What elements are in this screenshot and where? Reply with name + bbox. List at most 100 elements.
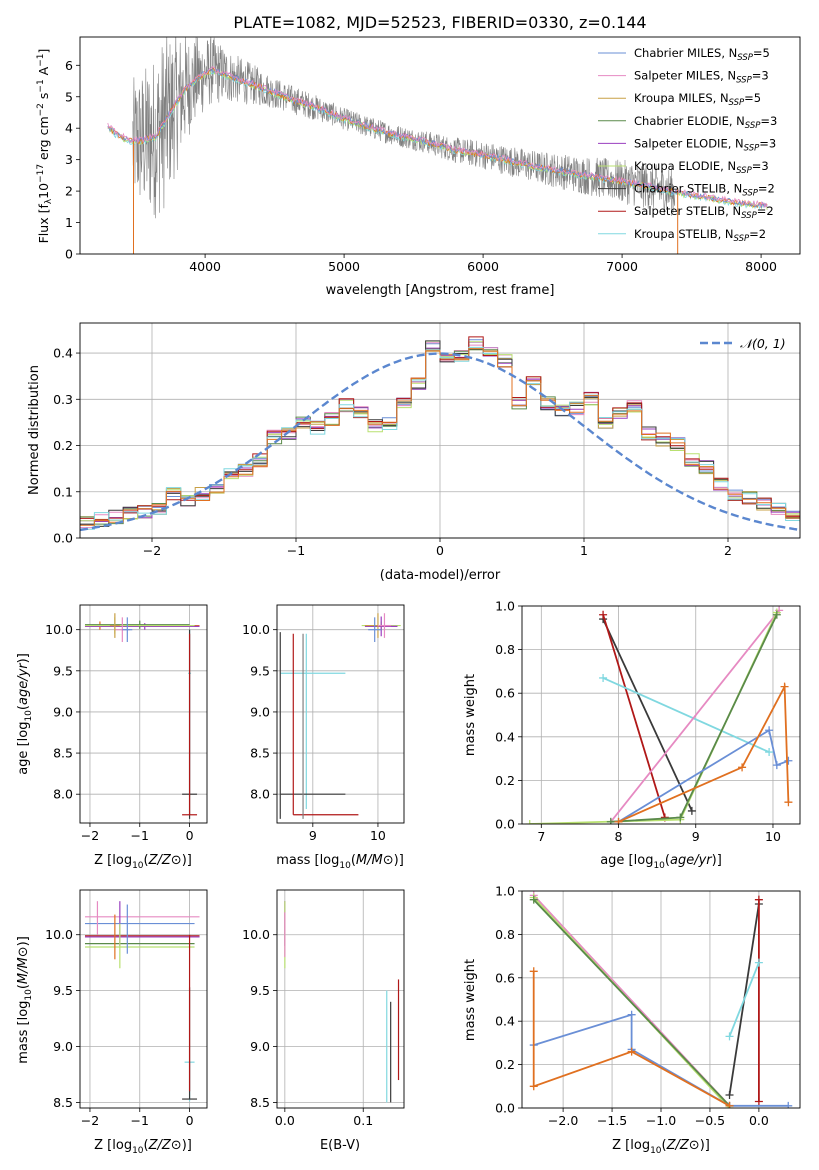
weight-marker bbox=[754, 895, 763, 904]
weight-marker bbox=[765, 726, 774, 735]
normal-curve bbox=[80, 352, 798, 532]
x-tick-label: 0.0 bbox=[275, 1113, 295, 1128]
weight-marker bbox=[784, 756, 793, 765]
x-tick-label: 0 bbox=[186, 1113, 194, 1128]
x-tick-label: 10 bbox=[370, 828, 386, 843]
plot-area bbox=[284, 901, 400, 1103]
legend-label: Chabrier ELODIE, NSSP=3 bbox=[634, 114, 777, 131]
weight-series-line bbox=[602, 618, 693, 812]
x-tick-label: 7000 bbox=[606, 259, 638, 274]
plot-area bbox=[107, 37, 768, 254]
model-spectrum bbox=[107, 65, 768, 209]
y-tick-label: 8.5 bbox=[53, 746, 73, 761]
axes-frame bbox=[79, 604, 208, 824]
x-tick-label: 8 bbox=[615, 829, 623, 844]
y-tick-label: 0.8 bbox=[495, 642, 515, 657]
legend-label: 𝒩(0, 1) bbox=[740, 336, 786, 351]
y-tick-label: 0.0 bbox=[53, 531, 73, 546]
y-tick-label: 0.0 bbox=[495, 1101, 515, 1116]
y-axis-label: mass weight bbox=[463, 674, 478, 756]
weight-marker bbox=[784, 1101, 793, 1108]
legend-label: Kroupa STELIB, NSSP=2 bbox=[634, 227, 766, 244]
chart-age_vs_Z: −2 −1 0 8.0 8.5 9.0 9.5 10.0 Z [log10(Z/Z⊙)] age … bbox=[16, 604, 208, 871]
y-tick-label: 1.0 bbox=[495, 599, 515, 614]
legend-label: Chabrier MILES, NSSP=5 bbox=[634, 46, 770, 63]
x-tick-label: 0 bbox=[186, 828, 194, 843]
y-tick-label: 9.0 bbox=[250, 704, 270, 719]
weight-marker bbox=[599, 673, 608, 682]
weight-marker bbox=[772, 610, 781, 619]
axes-frame bbox=[276, 889, 405, 1109]
weight-marker bbox=[780, 682, 789, 691]
chart-age_vs_mass: 9 10 8.0 8.5 9.0 9.5 10.0 mass [log10(M/M⊙)] bbox=[242, 604, 405, 871]
weight-marker bbox=[738, 763, 747, 772]
weight-series-line bbox=[602, 614, 666, 818]
x-tick-label: −0.5 bbox=[695, 1113, 725, 1128]
chart-mass_vs_Z: −2 −1 0 8.5 9.0 9.5 10.0 Z [log10(Z/Z⊙)] mass [l… bbox=[16, 889, 208, 1156]
y-tick-label: 4 bbox=[65, 121, 73, 136]
histogram-series bbox=[80, 349, 800, 521]
y-axis-label: Flux [fλ10−17 erg cm−2 s−1 A−1] bbox=[36, 49, 54, 244]
chart-spectrum: 4000 5000 6000 7000 8000 0 1 2 3 4 5 6 wavelength [A… bbox=[36, 36, 801, 298]
x-tick-label: 1 bbox=[580, 543, 588, 558]
y-tick-label: 10.0 bbox=[45, 622, 73, 637]
x-axis-label: wavelength [Angstrom, rest frame] bbox=[326, 283, 555, 298]
y-tick-label: 0.8 bbox=[495, 927, 515, 942]
y-tick-label: 0.2 bbox=[495, 1057, 515, 1072]
weight-marker bbox=[676, 813, 685, 822]
axis-label: age [log10(age/yr)] bbox=[600, 853, 722, 871]
y-tick-label: 0.2 bbox=[53, 438, 73, 453]
weight-marker bbox=[627, 1047, 636, 1056]
legend-label: Salpeter STELIB, NSSP=2 bbox=[634, 204, 774, 221]
y-tick-label: 10.0 bbox=[45, 927, 73, 942]
y-tick-label: 0.1 bbox=[53, 484, 73, 499]
weight-marker bbox=[525, 820, 534, 824]
y-tick-label: 0.6 bbox=[495, 970, 515, 985]
axis-label: mass [log10(M/M⊙)] bbox=[276, 853, 404, 871]
x-tick-label: −2 bbox=[143, 543, 161, 558]
y-tick-label: 9.0 bbox=[250, 1039, 270, 1054]
chart-mass_weight_vs_age: 7 8 9 10 0.0 0.2 0.4 0.6 0.8 1.0 age [log10(age/yr… bbox=[463, 599, 801, 871]
axes-frame bbox=[521, 890, 801, 1109]
weight-marker bbox=[754, 1097, 763, 1106]
weight-series-line bbox=[728, 962, 760, 1037]
histogram-series bbox=[80, 348, 800, 526]
weight-marker bbox=[784, 798, 793, 807]
x-axis-label: E(B-V) bbox=[320, 1138, 360, 1153]
weight-marker bbox=[606, 817, 615, 824]
y-tick-label: 8.5 bbox=[250, 746, 270, 761]
weight-series-line bbox=[610, 609, 780, 823]
y-tick-label: 1 bbox=[65, 215, 73, 230]
weight-marker bbox=[765, 748, 774, 757]
x-tick-label: 9 bbox=[692, 829, 700, 844]
legend-label: Chabrier STELIB, NSSP=2 bbox=[634, 182, 775, 199]
y-tick-label: 0.4 bbox=[495, 1014, 515, 1029]
weight-series-line bbox=[602, 677, 770, 753]
histogram-series bbox=[80, 346, 800, 530]
plot-area bbox=[84, 901, 200, 1102]
y-tick-label: 9.5 bbox=[250, 983, 270, 998]
weight-marker bbox=[614, 817, 623, 824]
y-axis-label: Normed distribution bbox=[27, 365, 42, 495]
weight-marker bbox=[687, 806, 696, 815]
y-tick-label: 9.5 bbox=[53, 983, 73, 998]
histogram-series bbox=[80, 341, 800, 522]
x-tick-label: −2 bbox=[81, 1113, 99, 1128]
histogram-series bbox=[80, 336, 800, 521]
y-tick-label: 9.5 bbox=[250, 663, 270, 678]
axes-frame bbox=[79, 889, 208, 1109]
x-tick-label: 9 bbox=[309, 828, 317, 843]
y-tick-label: 9.0 bbox=[53, 704, 73, 719]
x-tick-label: −2 bbox=[81, 828, 99, 843]
weight-marker bbox=[529, 967, 538, 976]
x-tick-label: 5000 bbox=[328, 259, 360, 274]
y-tick-label: 0 bbox=[65, 247, 73, 262]
data-spectrum bbox=[132, 37, 681, 219]
y-tick-label: 10.0 bbox=[242, 622, 270, 637]
legend-label: Kroupa MILES, NSSP=5 bbox=[634, 91, 761, 108]
axes-frame bbox=[79, 322, 801, 539]
weight-marker bbox=[529, 1082, 538, 1091]
y-tick-label: 9.0 bbox=[53, 1039, 73, 1054]
y-tick-label: 0.3 bbox=[53, 392, 73, 407]
